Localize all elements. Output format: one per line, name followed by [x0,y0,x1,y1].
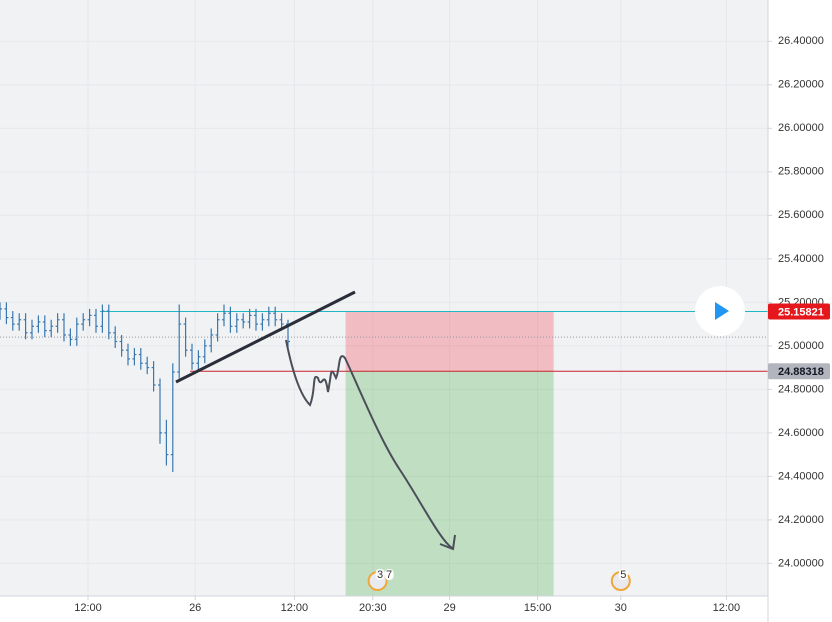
event-count: 7 [386,569,392,581]
drawings [175,290,456,551]
price-label: 24.88318 [778,366,824,378]
x-tick-label: 12:00 [713,602,741,614]
target-zone [345,371,554,596]
event-badge [375,569,385,580]
x-tick-label: 15:00 [524,602,552,614]
event-badge [618,569,628,580]
play-button[interactable] [695,286,745,336]
trend-line [175,290,356,384]
x-tick-label: 12:00 [281,602,309,614]
y-tick-label: 25.00000 [778,340,824,352]
arrow-head [439,534,456,551]
y-tick-label: 26.40000 [778,35,824,47]
y-tick-label: 25.40000 [778,253,824,265]
y-tick-label: 24.40000 [778,470,824,482]
x-tick-label: 26 [189,602,201,614]
x-tick-label: 12:00 [74,602,102,614]
price-label-bg [768,303,830,320]
price-label: 25.15821 [778,306,824,318]
y-tick-label: 26.20000 [778,79,824,91]
x-tick-label: 29 [443,602,455,614]
x-tick-label: 20:30 [359,602,387,614]
y-tick-label: 24.20000 [778,514,824,526]
price-label-bg [768,363,830,380]
y-tick-label: 24.00000 [778,557,824,569]
plot-background [0,0,768,596]
event-count: 3 [377,569,383,581]
y-tick-label: 25.60000 [778,209,824,221]
y-tick-label: 24.80000 [778,383,824,395]
stop-zone [345,311,554,372]
event-badge [384,569,394,580]
y-tick-label: 24.60000 [778,427,824,439]
play-icon[interactable] [715,302,729,320]
y-tick-label: 25.80000 [778,166,824,178]
x-tick-label: 30 [615,602,627,614]
projection-arrow [285,339,453,549]
event-count: 5 [620,569,626,581]
y-tick-label: 26.00000 [778,122,824,134]
